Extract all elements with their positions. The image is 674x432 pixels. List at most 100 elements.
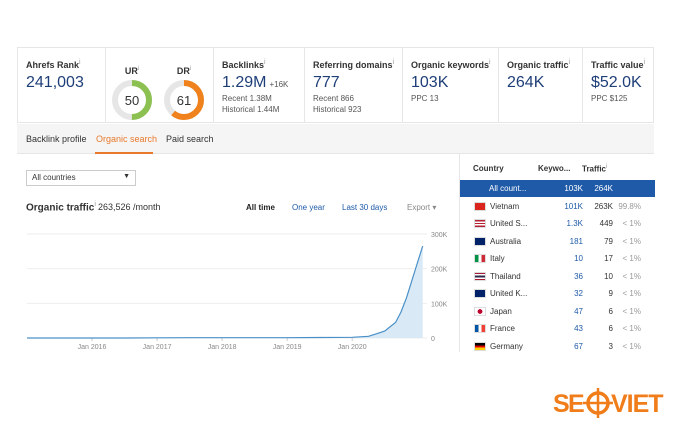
table-row[interactable]: All count... 103K 264K bbox=[460, 180, 655, 197]
backlinks-value[interactable]: 1.29M bbox=[222, 74, 267, 91]
info-icon[interactable]: i bbox=[606, 164, 608, 170]
table-row[interactable]: Japan 47 6 < 1% bbox=[460, 303, 655, 320]
metric-backlinks: Backlinksi 1.29M +16K Recent 1.38M Histor… bbox=[214, 48, 305, 122]
info-icon[interactable]: i bbox=[79, 59, 81, 66]
organic-keywords-value[interactable]: 103K bbox=[411, 74, 449, 91]
range-all-time[interactable]: All time bbox=[246, 203, 275, 212]
country-name[interactable]: United K... bbox=[490, 289, 528, 298]
organic-traffic-chart-title: Organic traffici bbox=[26, 201, 96, 213]
referring-domains-label: Referring domains bbox=[313, 60, 393, 70]
table-row[interactable]: Thailand 36 10 < 1% bbox=[460, 268, 655, 285]
organic-traffic-value[interactable]: 264K bbox=[507, 74, 545, 91]
country-name[interactable]: Thailand bbox=[490, 271, 521, 281]
country-select-value: All countries bbox=[32, 173, 76, 182]
svg-text:S: S bbox=[553, 390, 569, 418]
export-label: Export bbox=[407, 203, 431, 212]
keywords-count[interactable]: 67 bbox=[574, 341, 583, 351]
metric-gauges: URi 50 DRi 61 bbox=[106, 48, 214, 122]
info-icon[interactable]: i bbox=[264, 59, 266, 66]
country-select[interactable]: All countries ▼ bbox=[26, 170, 136, 186]
traffic-line bbox=[27, 245, 424, 339]
organic-keywords-ppc: PPC 13 bbox=[411, 94, 439, 103]
keywords-count[interactable]: 103K bbox=[564, 184, 583, 193]
metrics-row: Ahrefs Ranki 241,003 URi 50 DRi bbox=[17, 47, 654, 123]
header-country[interactable]: Country bbox=[473, 164, 504, 173]
y-tick-label: 0 bbox=[431, 336, 435, 343]
info-icon[interactable]: i bbox=[189, 66, 192, 72]
export-button[interactable]: Export ▾ bbox=[407, 203, 436, 212]
x-tick-label: Jan 2017 bbox=[143, 344, 172, 351]
range-one-year[interactable]: One year bbox=[292, 203, 325, 212]
traffic-value-label: Traffic value bbox=[591, 60, 644, 70]
country-name[interactable]: Vietnam bbox=[490, 201, 520, 211]
ur-gauge: URi 50 bbox=[110, 66, 154, 122]
flag-icon-us bbox=[474, 219, 486, 228]
metric-referring-domains: Referring domainsi 777 Recent 866 Histor… bbox=[305, 48, 403, 122]
info-icon[interactable]: i bbox=[489, 59, 491, 66]
traffic-count: 263K bbox=[594, 201, 613, 211]
flag-icon-de bbox=[474, 341, 486, 351]
table-row[interactable]: Germany 67 3 < 1% bbox=[460, 338, 655, 355]
metric-organic-traffic: Organic traffici 264K bbox=[499, 48, 583, 122]
dr-value: 61 bbox=[177, 93, 191, 108]
country-name[interactable]: Italy bbox=[490, 254, 505, 263]
ur-label: UR bbox=[124, 66, 138, 76]
flag-icon-au bbox=[474, 236, 486, 246]
traffic-percent: < 1% bbox=[622, 219, 641, 228]
traffic-count: 9 bbox=[608, 289, 613, 298]
dr-label: DR bbox=[176, 66, 190, 76]
keywords-count[interactable]: 10 bbox=[574, 254, 583, 263]
traffic-percent: < 1% bbox=[622, 341, 641, 351]
ahrefs-rank-value: 241,003 bbox=[26, 74, 84, 91]
country-name[interactable]: United S... bbox=[490, 219, 528, 228]
keywords-count[interactable]: 36 bbox=[574, 271, 583, 281]
table-row[interactable]: Vietnam 101K 263K 99.8% bbox=[460, 198, 655, 215]
chevron-down-icon: ▼ bbox=[123, 173, 130, 180]
keywords-count[interactable]: 1.3K bbox=[566, 219, 583, 228]
range-last-30-days[interactable]: Last 30 days bbox=[342, 203, 388, 212]
keywords-count[interactable]: 32 bbox=[574, 289, 583, 298]
dr-gauge: DRi 61 bbox=[162, 66, 206, 122]
table-row[interactable]: United K... 32 9 < 1% bbox=[460, 285, 655, 302]
svg-text:VIET: VIET bbox=[611, 390, 663, 418]
flag-icon-vn bbox=[474, 201, 486, 211]
svg-text:E: E bbox=[568, 390, 584, 418]
table-row[interactable]: United S... 1.3K 449 < 1% bbox=[460, 215, 655, 232]
backlinks-historical: Historical 1.44M bbox=[222, 105, 280, 114]
traffic-count: 6 bbox=[608, 306, 613, 316]
keywords-count[interactable]: 43 bbox=[574, 324, 583, 333]
table-row[interactable]: Italy 10 17 < 1% bbox=[460, 250, 655, 267]
ur-value: 50 bbox=[125, 93, 139, 108]
tab-organic-search[interactable]: Organic search bbox=[96, 134, 158, 144]
keywords-count[interactable]: 181 bbox=[569, 236, 583, 246]
info-icon[interactable]: i bbox=[392, 59, 395, 66]
x-tick-label: Jan 2016 bbox=[78, 344, 107, 351]
flag-icon-it bbox=[474, 254, 486, 263]
tab-paid-search[interactable]: Paid search bbox=[166, 134, 214, 144]
info-icon[interactable]: i bbox=[137, 66, 140, 72]
table-row[interactable]: Australia 181 79 < 1% bbox=[460, 233, 655, 250]
header-traffic[interactable]: Traffici bbox=[582, 164, 607, 174]
traffic-percent: < 1% bbox=[622, 254, 641, 263]
keywords-count[interactable]: 47 bbox=[574, 306, 583, 316]
info-icon[interactable]: i bbox=[643, 59, 646, 66]
table-row[interactable]: France 43 6 < 1% bbox=[460, 320, 655, 337]
active-tab-indicator bbox=[95, 152, 153, 154]
info-icon[interactable]: i bbox=[568, 59, 571, 66]
keywords-count[interactable]: 101K bbox=[564, 201, 583, 211]
info-icon[interactable]: i bbox=[94, 201, 96, 208]
traffic-percent: < 1% bbox=[622, 236, 641, 246]
traffic-percent: < 1% bbox=[622, 306, 641, 316]
country-name[interactable]: Japan bbox=[490, 306, 512, 316]
country-name[interactable]: Germany bbox=[490, 341, 523, 351]
header-traffic-label: Traffic bbox=[582, 164, 607, 174]
country-name[interactable]: France bbox=[490, 324, 515, 333]
flag-icon-th bbox=[474, 271, 486, 281]
header-keywords[interactable]: Keywo... bbox=[538, 164, 571, 173]
organic-traffic-chart[interactable]: 0 100K 200K 300K Jan 2016 Jan 2017 Jan 2018 Jan… bbox=[17, 220, 460, 352]
country-name[interactable]: All count... bbox=[489, 184, 527, 193]
country-name[interactable]: Australia bbox=[490, 236, 522, 246]
tab-backlink-profile[interactable]: Backlink profile bbox=[26, 134, 87, 144]
referring-domains-value[interactable]: 777 bbox=[313, 74, 340, 91]
organic-keywords-label: Organic keywords bbox=[411, 60, 490, 70]
